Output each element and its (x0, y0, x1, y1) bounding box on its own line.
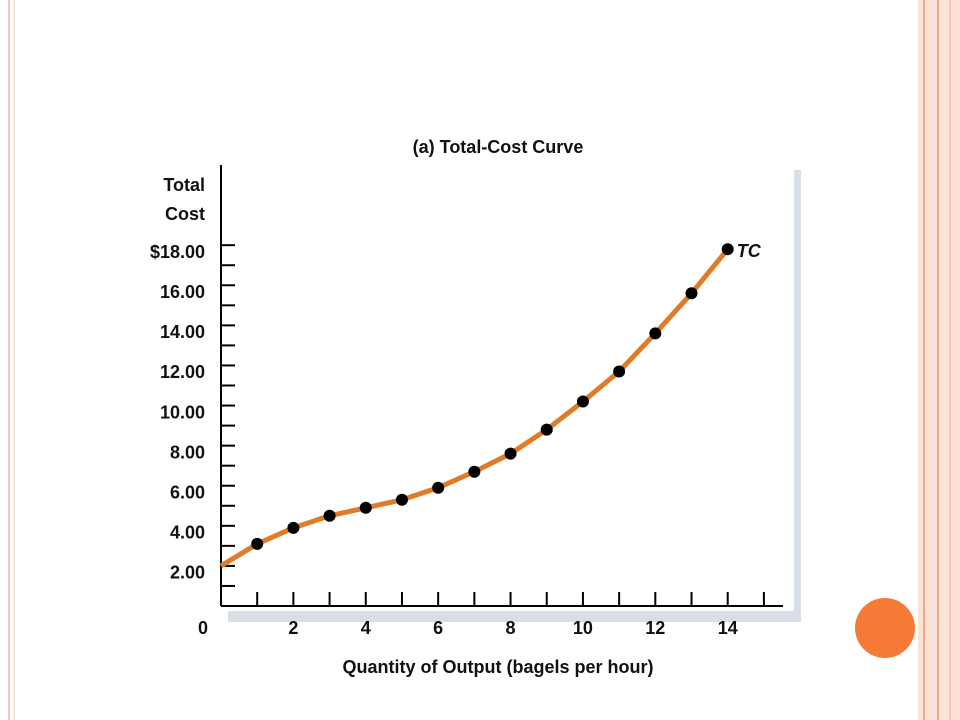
data-point (323, 509, 336, 522)
x-tick-label: 12 (645, 618, 665, 638)
chart-title: (a) Total-Cost Curve (413, 137, 584, 157)
series-label: TC (737, 241, 762, 261)
data-point (613, 365, 626, 378)
y-tick-label: $18.00 (150, 242, 205, 262)
data-point (468, 465, 481, 478)
x-tick-label: 4 (361, 618, 371, 638)
data-point (432, 481, 445, 494)
data-point (649, 327, 662, 340)
x-tick-label: 8 (506, 618, 516, 638)
y-tick-label: 2.00 (170, 563, 205, 583)
data-point (576, 395, 589, 408)
y-tick-label: 4.00 (170, 523, 205, 543)
y-axis-label: Total (163, 175, 205, 195)
y-tick-label: 14.00 (160, 322, 205, 342)
y-axis-label: Cost (165, 204, 205, 224)
decor-circle (855, 598, 915, 658)
data-point (251, 537, 264, 550)
x-tick-label: 10 (573, 618, 593, 638)
data-point (721, 243, 734, 256)
data-point (504, 447, 517, 460)
y-tick-label: 6.00 (170, 482, 205, 502)
y-tick-label: 16.00 (160, 282, 205, 302)
x-axis-label: Quantity of Output (bagels per hour) (343, 657, 654, 677)
y-tick-label: 8.00 (170, 442, 205, 462)
x-tick-label: 0 (198, 618, 208, 638)
y-tick-label: 12.00 (160, 362, 205, 382)
y-tick-label: 10.00 (160, 402, 205, 422)
x-tick-label: 14 (718, 618, 738, 638)
data-point (540, 423, 553, 436)
x-tick-label: 6 (433, 618, 443, 638)
plot-area (221, 165, 794, 611)
x-tick-label: 2 (288, 618, 298, 638)
data-point (685, 287, 698, 300)
data-point (287, 521, 300, 534)
data-point (395, 493, 408, 506)
data-point (359, 501, 372, 514)
